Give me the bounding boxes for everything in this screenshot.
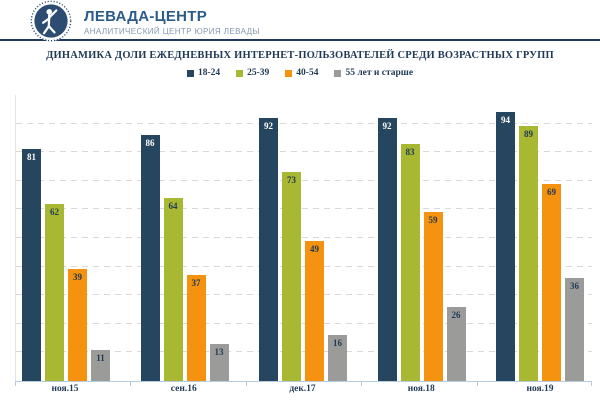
legend-label: 25-39 [247, 68, 270, 78]
x-axis-tick [130, 382, 132, 386]
levada-emblem-icon [30, 0, 72, 42]
gridline-80 [16, 151, 592, 153]
legend-label: 55 лет и старше [345, 68, 414, 78]
legend-swatch-icon [334, 69, 342, 77]
x-axis-label-ноя.19: ноя.19 [526, 384, 554, 394]
header: ЛЕВАДА-ЦЕНТР АНАЛИТИЧЕСКИЙ ЦЕНТР ЮРИЯ ЛЕ… [0, 0, 600, 42]
brand-name: ЛЕВАДА-ЦЕНТР [84, 8, 208, 25]
legend-label: 40-54 [296, 68, 319, 78]
bar-дек.17-40-54: 49 [305, 240, 324, 381]
bar-value-label: 73 [287, 175, 296, 186]
legend-swatch-icon [285, 69, 293, 77]
legend-item-25-39: 25-39 [236, 68, 269, 78]
bar-дек.17-18-24: 92 [259, 117, 278, 381]
bar-ноя.18-18-24: 92 [377, 117, 397, 381]
bar-value-label: 92 [382, 120, 392, 131]
bar-ноя.15-18-24: 81 [22, 149, 41, 381]
legend-item-40-54: 40-54 [285, 68, 318, 78]
bar-value-label: 92 [264, 120, 273, 131]
x-axis-tick [591, 382, 592, 386]
bar-group-дек.17: 92 73 49 16 [259, 95, 347, 381]
bar-ноя.18-55 лет и старше: 26 [446, 306, 466, 381]
x-axis-tick [15, 382, 16, 386]
gridline-10 [16, 351, 592, 353]
legend-item-18-24: 18-24 [186, 68, 221, 78]
brand-subtitle: АНАЛИТИЧЕСКИЙ ЦЕНТР ЮРИЯ ЛЕВАДЫ [84, 27, 260, 36]
bar-дек.17-25-39: 73 [282, 172, 301, 381]
plot-area: 81 62 39 11 86 64 37 13 92 73 49 16 92 83 59 26 94 89 69 36 [15, 95, 592, 381]
gridline-30 [16, 294, 592, 296]
legend-item-55 лет и старше: 55 лет и старше [334, 68, 413, 78]
bar-value-label: 83 [405, 146, 415, 157]
gridline-20 [16, 322, 592, 324]
bar-value-label: 62 [50, 206, 59, 217]
bar-ноя.15-40-54: 39 [68, 269, 87, 381]
gridline-50 [16, 237, 592, 238]
bar-value-label: 39 [73, 272, 82, 283]
x-axis-tick [476, 382, 478, 386]
bar-value-label: 94 [501, 115, 510, 126]
x-axis-line [15, 381, 592, 386]
bar-сен.16-40-54: 37 [186, 275, 206, 381]
x-axis-labels: ноя.15 сен.16 дек.17 ноя.18 ноя.19 [15, 384, 592, 394]
legend-swatch-icon [236, 69, 244, 77]
bar-ноя.18-40-54: 59 [423, 212, 443, 381]
bar-ноя.19-55 лет и старше: 36 [565, 278, 584, 381]
bar-ноя.15-55 лет и старше: 11 [91, 349, 110, 381]
bar-group-ноя.18: 92 83 59 26 [377, 95, 466, 381]
x-axis-label-ноя.15: ноя.15 [51, 384, 79, 394]
bar-value-label: 49 [310, 243, 319, 254]
bar-groups: 81 62 39 11 86 64 37 13 92 73 49 16 92 83 59 26 94 89 69 36 [16, 95, 592, 381]
legend-swatch-icon [186, 69, 194, 77]
x-axis-label-сен.16: сен.16 [170, 384, 197, 394]
header-divider [0, 39, 600, 41]
bar-ноя.19-25-39: 89 [519, 126, 538, 381]
bar-value-label: 36 [570, 281, 579, 292]
x-axis-label-ноя.18: ноя.18 [407, 384, 435, 394]
bar-дек.17-55 лет и старше: 16 [328, 335, 347, 381]
bar-value-label: 37 [191, 278, 201, 289]
bar-сен.16-18-24: 86 [140, 135, 160, 381]
bar-value-label: 86 [145, 138, 155, 149]
bar-value-label: 13 [214, 346, 224, 357]
x-axis-tick [361, 382, 363, 386]
bar-value-label: 26 [451, 309, 461, 320]
chart-title: ДИНАМИКА ДОЛИ ЕЖЕДНЕВНЫХ ИНТЕРНЕТ-ПОЛЬЗО… [46, 50, 554, 61]
bar-ноя.19-40-54: 69 [542, 183, 561, 381]
bar-value-label: 89 [524, 129, 533, 140]
bar-ноя.19-18-24: 94 [496, 112, 515, 381]
bar-value-label: 11 [96, 352, 105, 363]
bar-ноя.15-25-39: 62 [45, 203, 64, 381]
brand-block: ЛЕВАДА-ЦЕНТР АНАЛИТИЧЕСКИЙ ЦЕНТР ЮРИЯ ЛЕ… [84, 2, 260, 36]
bar-group-ноя.15: 81 62 39 11 [22, 95, 110, 381]
gridline-40 [16, 265, 592, 267]
bar-сен.16-25-39: 64 [163, 197, 183, 381]
gridline-60 [16, 208, 592, 210]
bar-value-label: 64 [168, 200, 178, 211]
gridline-70 [16, 179, 592, 181]
bar-value-label: 81 [27, 152, 36, 163]
bar-value-label: 16 [333, 338, 342, 349]
bar-group-ноя.19: 94 89 69 36 [496, 95, 584, 381]
legend-label: 18-24 [197, 68, 221, 78]
bar-value-label: 59 [428, 215, 438, 226]
bar-value-label: 69 [547, 186, 556, 197]
chart-legend: 18-24 25-39 40-54 55 лет и старше [0, 68, 600, 78]
x-axis-label-дек.17: дек.17 [289, 384, 316, 394]
bar-ноя.18-25-39: 83 [400, 143, 420, 381]
gridline-90 [16, 122, 592, 124]
bar-сен.16-55 лет и старше: 13 [209, 343, 229, 381]
bar-group-сен.16: 86 64 37 13 [140, 95, 229, 381]
x-axis-tick [245, 382, 247, 386]
